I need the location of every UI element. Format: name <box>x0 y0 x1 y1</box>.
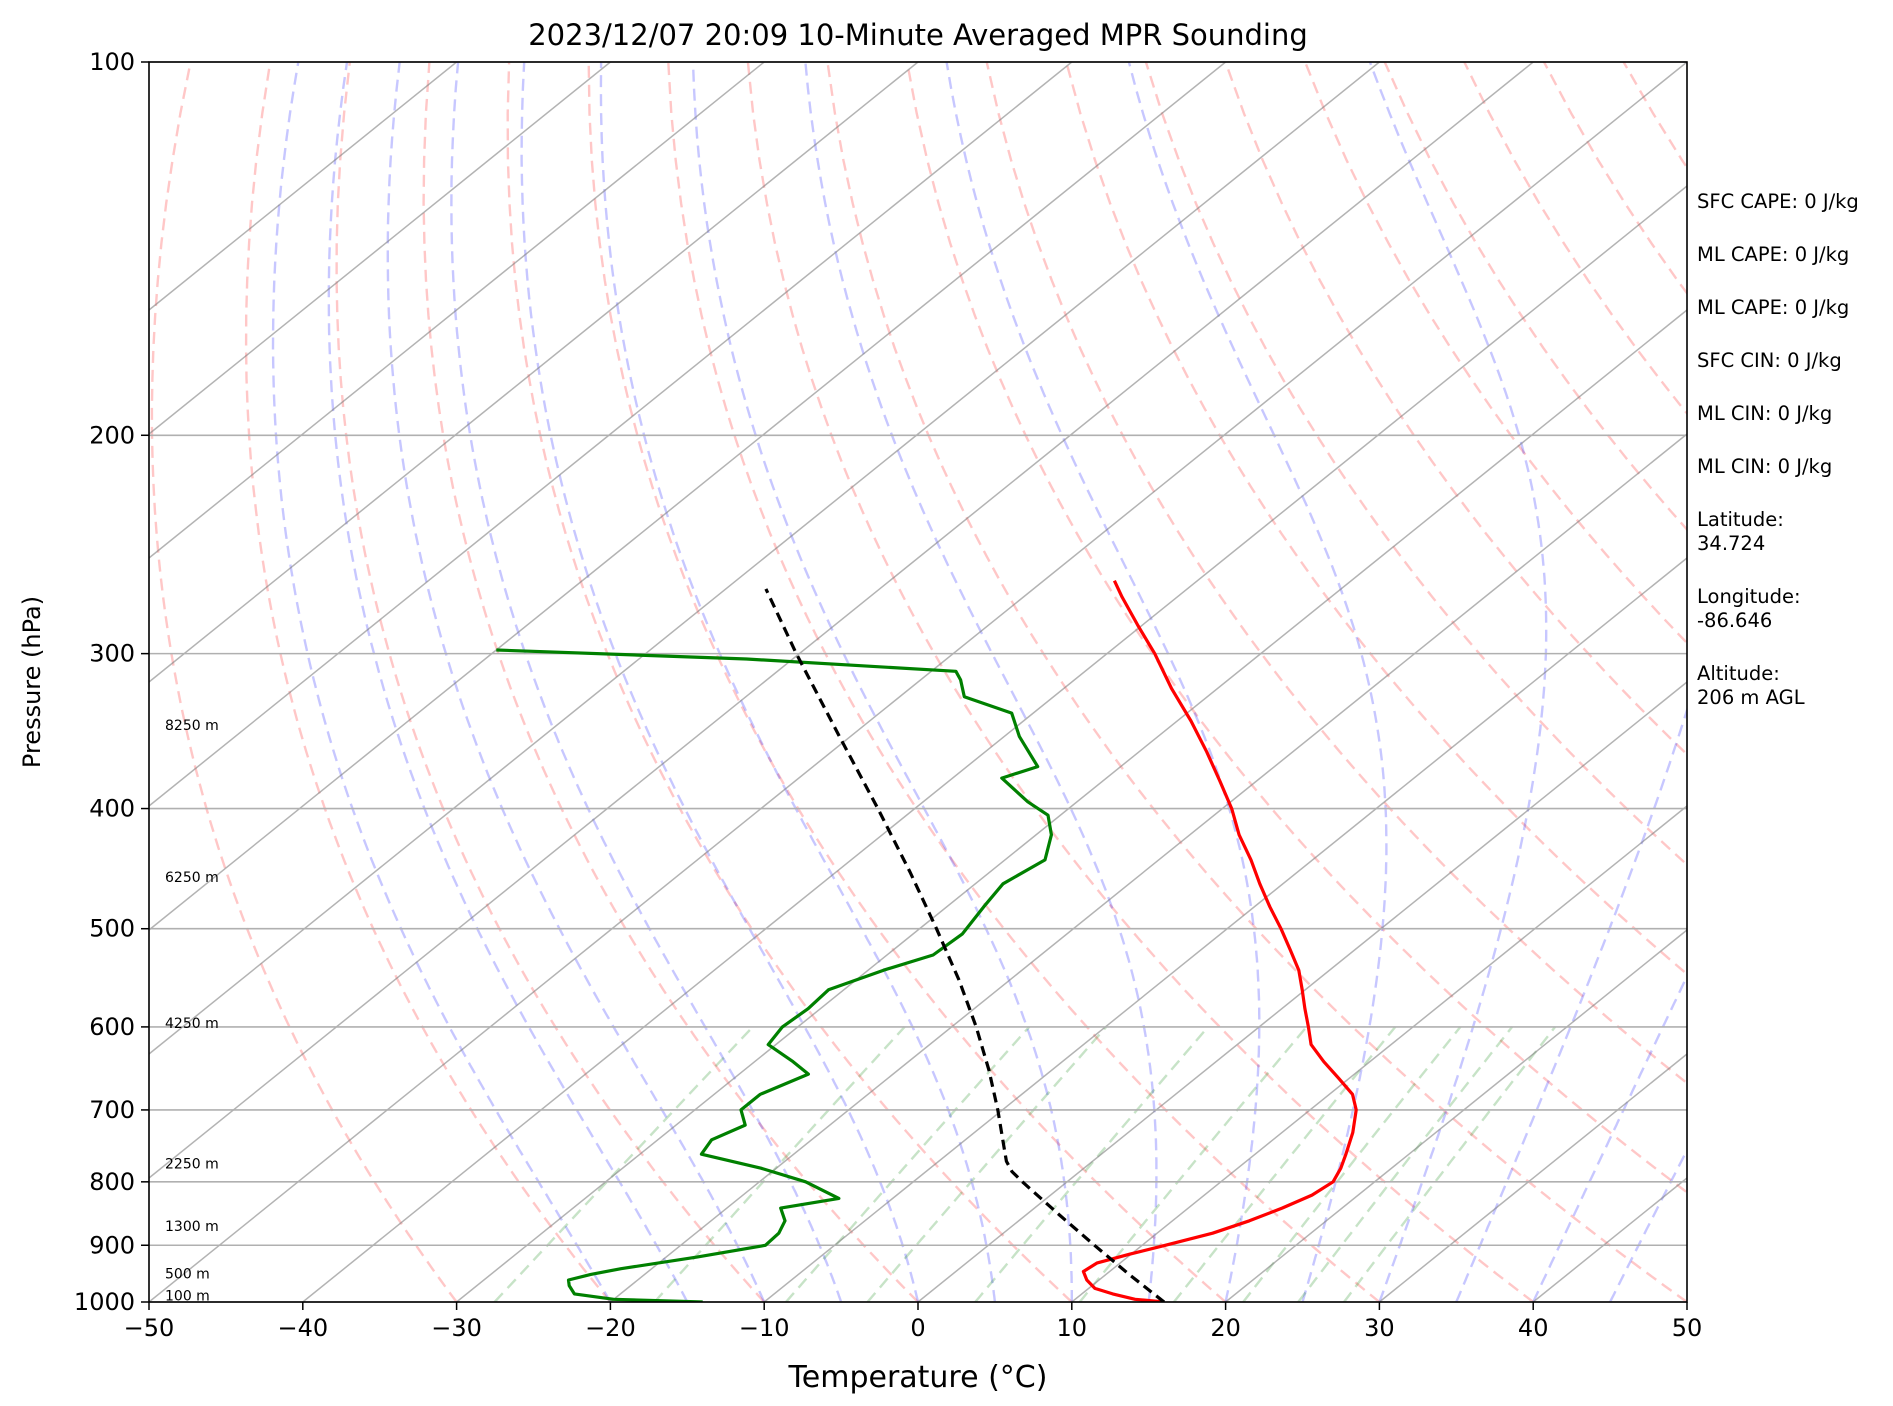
y-tick-label: 500 <box>89 915 135 943</box>
y-tick-label: 700 <box>89 1096 135 1124</box>
isotherm <box>149 62 1227 931</box>
isotherm <box>149 62 1687 1302</box>
dry-adiabat <box>587 62 1227 1302</box>
x-tick-label: 0 <box>910 1314 925 1342</box>
temperature-line <box>1081 580 1358 1302</box>
dewpoint-line <box>496 648 1053 1302</box>
moist-adiabat <box>520 62 920 1302</box>
sounding-series <box>496 580 1358 1302</box>
isotherm <box>149 62 1073 807</box>
x-tick-label: −20 <box>585 1314 636 1342</box>
mixing-ratio-line <box>1297 1026 1514 1302</box>
height-label: 500 m <box>165 1266 210 1282</box>
moist-adiabat <box>327 62 689 1302</box>
dry-adiabat <box>905 62 1687 1194</box>
info-entry: SFC CAPE: 0 J/kg <box>1697 190 1859 213</box>
dry-adiabat <box>244 62 612 1302</box>
y-tick-label: 300 <box>89 640 135 668</box>
x-tick-label: −10 <box>739 1314 790 1342</box>
info-entry: ML CIN: 0 J/kg <box>1697 402 1833 425</box>
y-axis-ticks: 100 200 300 400 500 600 700 800 900 1000 <box>74 48 149 1316</box>
height-label: 6250 m <box>165 870 219 886</box>
moist-adiabat <box>1609 1147 1687 1302</box>
dry-adiabat <box>746 62 1534 1302</box>
x-tick-label: 10 <box>1057 1314 1088 1342</box>
isotherm <box>1225 929 1687 1302</box>
y-tick-label: 100 <box>89 48 135 76</box>
parcel-line <box>764 588 1166 1302</box>
moist-adiabat <box>1455 62 1687 1302</box>
isotherm <box>1071 805 1687 1302</box>
sounding-info-panel: SFC CAPE: 0 J/kg ML CAPE: 0 J/kg ML CAPE: … <box>1697 190 1887 739</box>
y-tick-label: 400 <box>89 795 135 823</box>
isotherm <box>149 62 458 311</box>
x-axis-ticks: −50 −40 −30 −20 −10 0 10 20 30 40 50 <box>124 1302 1703 1342</box>
dry-adiabat <box>422 62 919 1302</box>
isotherm <box>609 433 1687 1302</box>
moist-adiabat <box>804 62 1158 1302</box>
dry-adiabat <box>150 62 458 1302</box>
x-tick-label: 20 <box>1210 1314 1241 1342</box>
y-axis-label: Pressure (hPa) <box>18 596 46 768</box>
isotherm <box>149 62 1380 1055</box>
dry-adiabat <box>1303 62 1687 645</box>
isotherm <box>456 309 1687 1302</box>
chart-title: 2023/12/07 20:09 10-Minute Averaged MPR … <box>528 18 1308 52</box>
height-label: 8250 m <box>165 718 219 734</box>
isotherm <box>149 62 1534 1179</box>
info-entry: ML CIN: 0 J/kg <box>1697 455 1833 478</box>
moist-adiabat <box>386 62 766 1302</box>
y-tick-label: 900 <box>89 1231 135 1259</box>
info-entry: SFC CIN: 0 J/kg <box>1697 349 1842 372</box>
info-entry: Latitude: 34.724 <box>1697 508 1784 555</box>
moist-adiabat <box>1532 973 1687 1302</box>
y-tick-label: 800 <box>89 1168 135 1196</box>
height-label: 1300 m <box>165 1219 219 1235</box>
moist-adiabat <box>1127 62 1388 1302</box>
x-tick-label: −40 <box>277 1314 328 1342</box>
moist-adiabat <box>271 62 612 1302</box>
height-label: 100 m <box>165 1289 210 1305</box>
info-entry: ML CAPE: 0 J/kg <box>1697 243 1850 266</box>
dry-adiabat <box>667 62 1381 1302</box>
info-entry: Altitude: 206 m AGL <box>1697 662 1805 709</box>
isotherm <box>763 557 1687 1302</box>
y-tick-label: 1000 <box>74 1288 135 1316</box>
y-tick-label: 600 <box>89 1013 135 1041</box>
height-label: 2250 m <box>165 1157 219 1173</box>
x-axis-label: Temperature (°C) <box>788 1360 1048 1395</box>
isotherm <box>149 62 919 683</box>
dry-adiabat <box>335 62 766 1302</box>
isotherm <box>302 185 1687 1302</box>
x-tick-label: 40 <box>1518 1314 1549 1342</box>
isotherm <box>149 62 611 435</box>
dry-adiabat <box>1065 62 1687 976</box>
dry-adiabat <box>985 62 1687 1085</box>
moist-adiabat <box>1368 62 1548 1302</box>
info-entry: ML CAPE: 0 J/kg <box>1697 296 1850 319</box>
mixing-ratio-line <box>1343 1026 1557 1302</box>
moist-adiabat <box>945 62 1261 1302</box>
isotherm <box>1378 1053 1687 1302</box>
dry-adiabat <box>1224 62 1687 757</box>
dry-adiabat <box>1144 62 1687 867</box>
height-label: 4250 m <box>165 1016 219 1032</box>
info-entry: Longitude: -86.646 <box>1697 585 1801 632</box>
x-tick-label: 50 <box>1672 1314 1703 1342</box>
isotherm <box>149 62 765 559</box>
dry-adiabat <box>826 62 1687 1302</box>
y-tick-label: 200 <box>89 421 135 449</box>
moist-adiabat <box>450 62 843 1302</box>
isotherm <box>917 681 1687 1302</box>
x-tick-label: −50 <box>124 1314 175 1342</box>
x-tick-label: 30 <box>1364 1314 1395 1342</box>
background-reference-lines <box>149 62 1687 1302</box>
x-tick-label: −30 <box>431 1314 482 1342</box>
dry-adiabat <box>506 62 1073 1302</box>
height-labels: 100 m 500 m 1300 m 2250 m 4250 m 6250 m 8250 m <box>165 718 219 1305</box>
